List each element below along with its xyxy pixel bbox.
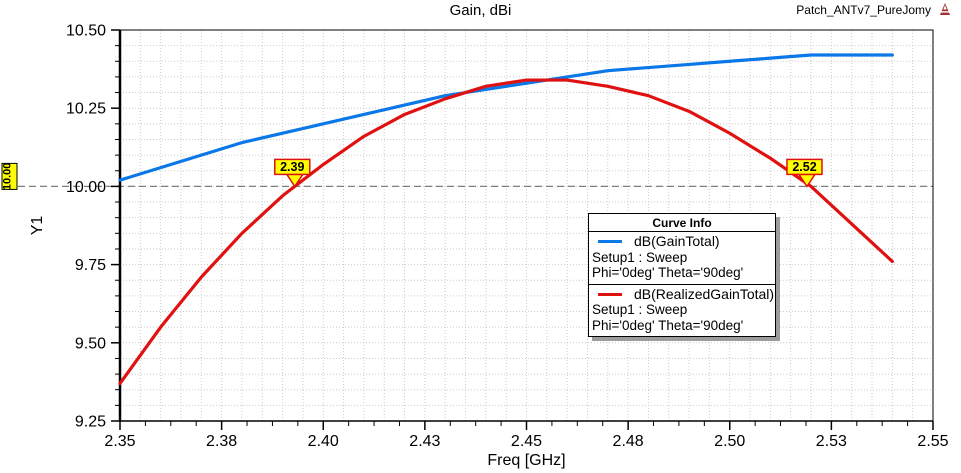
legend-entry-gaintotal[interactable]: dB(GainTotal) Setup1 : Sweep Phi='0deg' … bbox=[589, 232, 775, 284]
legend-entry-detail: Setup1 : Sweep bbox=[592, 249, 688, 265]
legend-entry-detail: Phi='0deg' Theta='90deg' bbox=[592, 265, 744, 280]
reference-line-handle[interactable]: 10.00 bbox=[1, 162, 18, 191]
x-axis-title: Freq [GHz] bbox=[487, 452, 565, 469]
marker-label-box[interactable] bbox=[786, 158, 823, 176]
x-axis: 2.35 2.38 2.40 2.43 2.45 2.48 2.50 2.53 2.55 bbox=[104, 421, 949, 450]
legend-entry-label: dB(GainTotal) bbox=[634, 233, 720, 249]
reference-line-label: 10.00 bbox=[2, 163, 14, 191]
x-tick-label: 2.55 bbox=[917, 433, 948, 450]
x-tick-label: 2.38 bbox=[206, 433, 237, 450]
y-tick-label: 10.25 bbox=[66, 101, 106, 118]
legend[interactable]: Curve Info dB(GainTotal) Setup1 : Sweep … bbox=[588, 213, 776, 337]
x-tick-label: 2.35 bbox=[104, 433, 135, 450]
project-name: Patch_ANTv7_PureJomy bbox=[796, 3, 931, 17]
x-tick-label: 2.48 bbox=[613, 433, 644, 450]
legend-line-sample bbox=[598, 292, 622, 296]
y-tick-label: 10.00 bbox=[66, 179, 106, 196]
curve-dbgaintotal[interactable] bbox=[118, 53, 894, 182]
marker-label: 2.52 bbox=[792, 160, 816, 174]
x-tick-label: 2.50 bbox=[714, 433, 745, 450]
y-axis-title: Y1 bbox=[29, 216, 46, 236]
x-tick-label: 2.40 bbox=[308, 433, 339, 450]
ansys-logo-icon bbox=[937, 2, 953, 16]
legend-entry-label: dB(RealizedGainTotal) bbox=[634, 285, 775, 302]
legend-entry-realizedgaintotal[interactable]: dB(RealizedGainTotal) Setup1 : Sweep Phi… bbox=[589, 283, 775, 337]
curve-marker-2.52[interactable]: 2.52 bbox=[786, 158, 823, 188]
y-tick-label: 9.75 bbox=[75, 257, 106, 274]
curve-dbrealizedgaintotal[interactable] bbox=[118, 78, 894, 386]
legend-line-sample bbox=[598, 240, 622, 243]
x-tick-label: 2.45 bbox=[511, 433, 542, 450]
x-tick-label: 2.43 bbox=[409, 433, 440, 450]
x-tick-label: 2.53 bbox=[816, 433, 847, 450]
reference-label-box[interactable] bbox=[1, 162, 18, 190]
y-axis: 9.25 9.50 9.75 10.00 10.25 10.50 bbox=[66, 23, 120, 431]
y-tick-label: 10.50 bbox=[66, 23, 106, 40]
legend-entry-detail: Phi='0deg' Theta='90deg' bbox=[592, 317, 744, 333]
y-tick-label: 9.50 bbox=[75, 335, 106, 352]
marker-label-box[interactable] bbox=[274, 158, 311, 176]
logo-stripe bbox=[941, 11, 949, 13]
marker-label: 2.39 bbox=[280, 160, 304, 174]
curve-marker-2.39[interactable]: 2.39 bbox=[274, 158, 311, 188]
legend-title: Curve Info bbox=[589, 214, 775, 232]
chart-title: Gain, dBi bbox=[449, 2, 512, 19]
y-tick-label: 9.25 bbox=[75, 414, 106, 431]
logo-triangle-cut bbox=[943, 5, 947, 10]
legend-entry-detail: Setup1 : Sweep bbox=[592, 302, 688, 317]
grid-layer bbox=[120, 30, 933, 421]
